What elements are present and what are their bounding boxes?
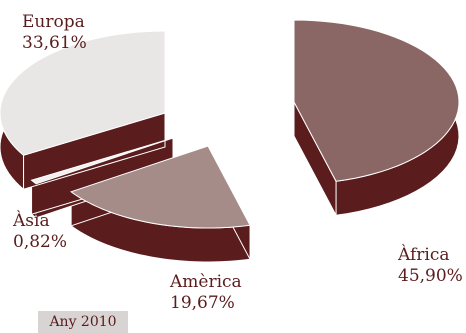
- pie-slice-europa: [0, 30, 166, 156]
- pie-slice-america: [70, 145, 251, 229]
- label-america-name: Amèrica: [169, 272, 242, 292]
- label-africa-percent: 45,90%: [398, 266, 463, 286]
- label-europa-name: Europa: [22, 12, 85, 32]
- year-label: Any 2010: [38, 311, 128, 333]
- pie-labels: Àfrica 45,90% Amèrica 19,67% Àsia 0,82% …: [12, 12, 463, 313]
- label-america-percent: 19,67%: [170, 293, 235, 313]
- pie-tops: [0, 19, 460, 229]
- label-asia-percent: 0,82%: [13, 232, 67, 252]
- label-asia-name: Àsia: [12, 210, 50, 231]
- pie-slice-asia: [30, 137, 174, 185]
- pie-slice-africa: [293, 19, 460, 182]
- label-africa-name: Àfrica: [397, 244, 450, 265]
- label-europa-percent: 33,61%: [22, 33, 87, 53]
